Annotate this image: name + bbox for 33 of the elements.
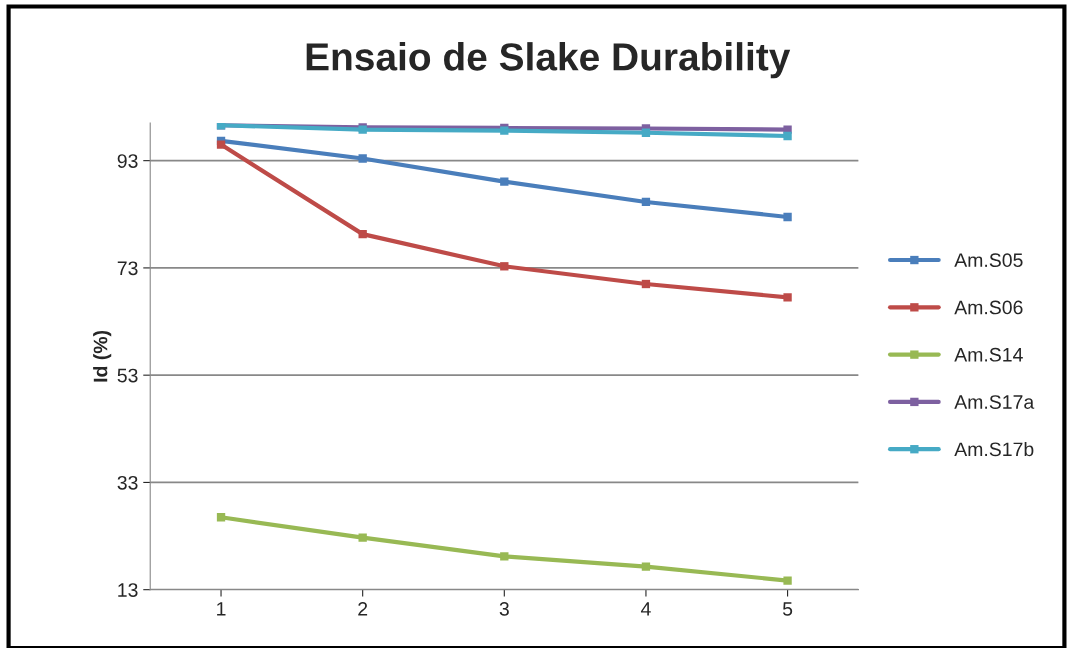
x-tick-label: 5: [782, 602, 793, 616]
x-tick-label: 2: [358, 602, 368, 616]
point: [783, 293, 792, 302]
legend-label: Am.S06: [954, 300, 1023, 315]
y-tick-label: 13: [118, 583, 138, 597]
x-tick-label: 1: [217, 602, 226, 616]
point: [783, 131, 792, 141]
legend-label: Am.S05: [954, 253, 1023, 268]
y-tick-label: 53: [117, 368, 138, 383]
point: [358, 229, 367, 239]
point: [641, 197, 651, 207]
point: [358, 154, 367, 163]
point: [358, 533, 367, 542]
legend-label: Am.S17b: [954, 441, 1034, 457]
point: [216, 513, 226, 522]
legend-label: Am.S14: [954, 347, 1023, 362]
point: [500, 177, 509, 186]
y-tick-label: 73: [117, 261, 138, 276]
point: [216, 140, 226, 149]
y-tick-label: 33: [117, 475, 138, 490]
point: [500, 552, 509, 561]
x-tick-label: 3: [499, 602, 509, 616]
point: [641, 562, 651, 571]
point: [783, 576, 792, 585]
point: [641, 279, 651, 289]
y-tick-label: 93: [117, 154, 138, 168]
point: [641, 128, 651, 137]
chart-title: Ensaio de Slake Durability: [306, 42, 791, 79]
point: [500, 262, 509, 271]
y-axis-title: Id (%): [93, 330, 112, 382]
legend-label: Am.S17a: [954, 395, 1035, 409]
x-tick-label: 4: [640, 602, 651, 616]
point: [783, 212, 792, 222]
